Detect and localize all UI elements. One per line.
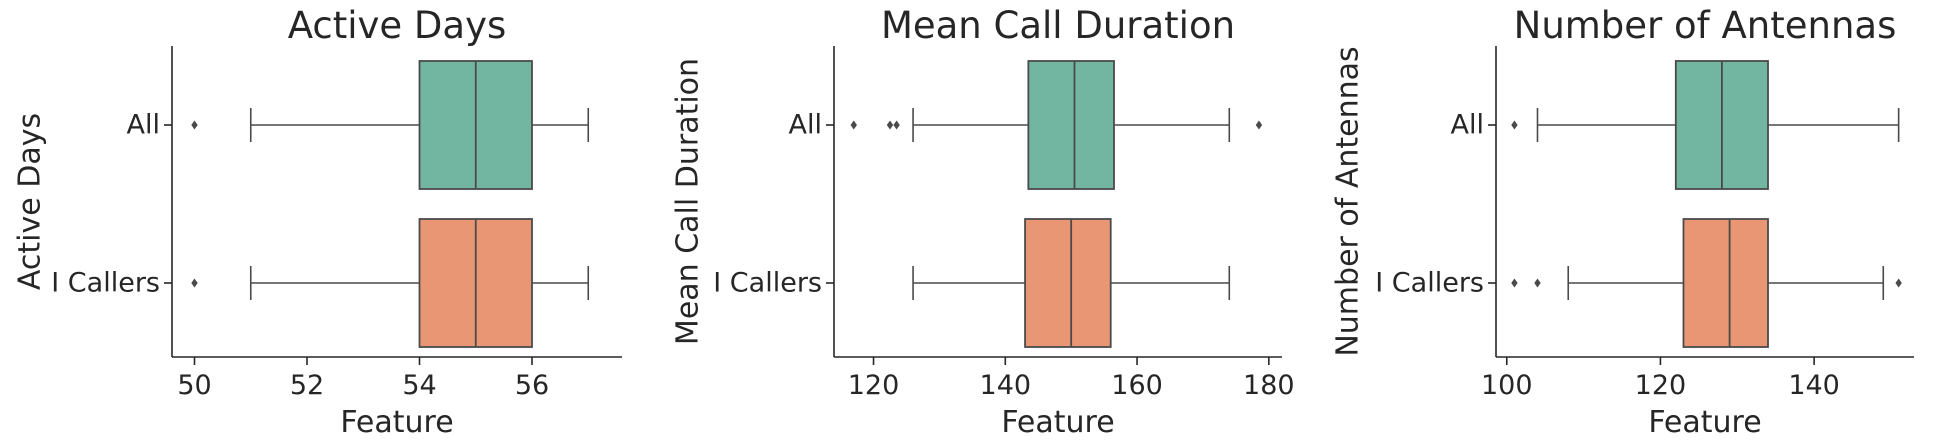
chart-title: Mean Call Duration: [881, 4, 1235, 47]
y-axis-label: Mean Call Duration: [671, 58, 706, 345]
box-i-callers: [191, 218, 590, 348]
outlier-point: [1255, 120, 1263, 130]
x-tick-label: 56: [515, 370, 549, 401]
x-tick-label: 100: [1481, 370, 1533, 401]
y-tick-label: All: [1451, 110, 1484, 141]
x-tick-label: 140: [980, 370, 1032, 401]
box-i-callers: [912, 218, 1231, 348]
outlier-point: [893, 120, 900, 130]
x-axis-label: Feature: [340, 405, 453, 440]
x-tick-label: 54: [402, 370, 436, 401]
x-tick-label: 120: [1635, 370, 1687, 401]
x-axis-label: Feature: [1001, 405, 1114, 440]
y-axis-label: Number of Antennas: [1331, 46, 1366, 356]
x-tick-label: 52: [290, 370, 324, 401]
x-tick-label: 160: [1111, 370, 1163, 401]
box-i-callers: [1511, 218, 1902, 348]
chart-title: Active Days: [288, 4, 507, 47]
x-tick-label: 50: [177, 370, 211, 401]
plot-area: 120 140 160 180 All I Callers: [713, 46, 1295, 401]
x-tick-label: 120: [848, 370, 900, 401]
chart-title: Number of Antennas: [1514, 4, 1897, 47]
iqr-box: [1682, 218, 1769, 348]
y-tick-label: All: [127, 110, 160, 141]
y-tick-label: I Callers: [713, 268, 822, 299]
outlier-point: [886, 120, 894, 130]
box-all: [850, 60, 1263, 190]
x-axis-label: Feature: [1648, 405, 1761, 440]
box-all: [1511, 60, 1900, 190]
outlier-point: [1511, 120, 1518, 130]
panel-number-of-antennas: Number of Antennas Number of Antennas Fe…: [1331, 4, 1914, 440]
outlier-point: [1895, 278, 1902, 288]
iqr-box: [1027, 60, 1115, 190]
panel-active-days: Active Days Active Days Feature 50 52 54 56…: [13, 4, 622, 440]
y-tick-label: I Callers: [1375, 268, 1484, 299]
y-axis-label: Active Days: [13, 113, 48, 290]
x-tick-label: 180: [1243, 370, 1295, 401]
plot-area: 50 52 54 56 All I Callers: [51, 46, 622, 401]
y-tick-label: I Callers: [51, 268, 160, 299]
x-tick-label: 140: [1788, 370, 1840, 401]
outlier-point: [850, 120, 857, 130]
y-tick-label: All: [789, 110, 822, 141]
outlier-point: [1534, 278, 1541, 288]
panel-mean-call-duration: Mean Call Duration Mean Call Duration Fe…: [671, 4, 1295, 440]
plot-area: 100 120 140 All I Callers: [1375, 46, 1914, 401]
outlier-point: [191, 120, 198, 130]
box-all: [191, 60, 590, 190]
outlier-point: [1511, 278, 1518, 288]
iqr-box: [1024, 218, 1112, 348]
outlier-point: [191, 278, 198, 288]
